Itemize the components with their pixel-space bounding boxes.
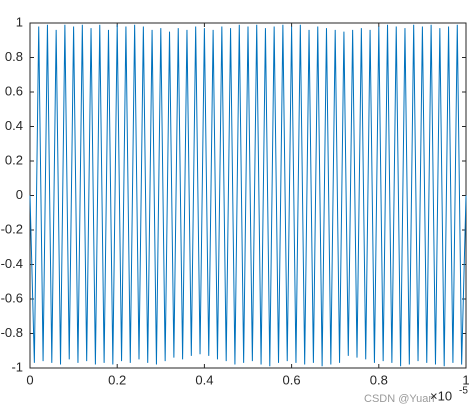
- plot-box: [29, 22, 467, 369]
- x-exponent: -5: [459, 386, 468, 397]
- x-tick-label: 0.8: [370, 372, 388, 387]
- x-tick-label: 0.6: [283, 372, 301, 387]
- x-tick-label: 1: [462, 372, 469, 387]
- y-tick-label: -1: [11, 359, 23, 374]
- x-multiplier: ×10: [430, 388, 452, 403]
- y-tick-label: -0.6: [1, 290, 23, 305]
- x-tick-label: 0.2: [108, 372, 126, 387]
- x-tick-label: 0.4: [195, 372, 213, 387]
- y-tick-label: 0.2: [5, 152, 23, 167]
- signal-line: [29, 24, 467, 367]
- y-tick-label: -0.4: [1, 256, 23, 271]
- x-tick-label: 0: [26, 372, 33, 387]
- y-tick-label: -0.8: [1, 325, 23, 340]
- y-tick-label: -0.2: [1, 221, 23, 236]
- y-tick-label: 0.6: [5, 83, 23, 98]
- y-tick-label: 1: [16, 14, 23, 29]
- y-tick-label: 0.4: [5, 118, 23, 133]
- y-tick-label: 0.8: [5, 49, 23, 64]
- y-tick-label: 0: [16, 187, 23, 202]
- watermark: CSDN @Yuan: [364, 393, 434, 405]
